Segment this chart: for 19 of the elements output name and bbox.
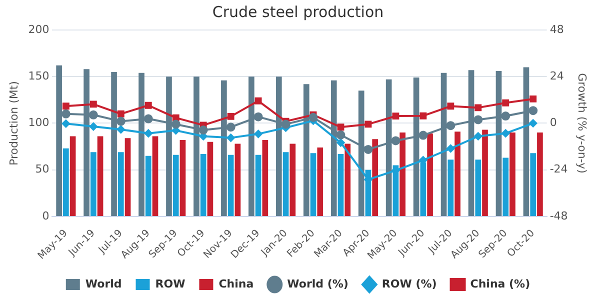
y2-tick-label: 24 bbox=[550, 69, 564, 82]
y2-axis-title: Growth (% y-on-y) bbox=[576, 73, 589, 174]
y2-tick-label: -48 bbox=[550, 209, 568, 222]
legend-label: ROW bbox=[155, 277, 186, 290]
y-tick-label: 50 bbox=[35, 162, 50, 176]
y-tick-label: 0 bbox=[42, 209, 50, 222]
legend-label: China bbox=[218, 277, 254, 290]
y2-tick-label: 0 bbox=[550, 116, 557, 130]
y2-tick-label: 48 bbox=[550, 22, 564, 36]
y2-tick-label: -24 bbox=[550, 162, 568, 176]
legend-label: ROW (%) bbox=[382, 277, 437, 290]
legend-label: China (%) bbox=[470, 277, 530, 290]
y-tick-label: 100 bbox=[28, 116, 50, 130]
y-tick-label: 200 bbox=[28, 22, 50, 36]
legend-label: World bbox=[85, 277, 122, 290]
chart-title: Crude steel production bbox=[212, 2, 384, 21]
y-axis-title: Production (Mt) bbox=[7, 81, 20, 166]
y-tick-label: 150 bbox=[28, 69, 50, 82]
legend-label: World (%) bbox=[287, 277, 348, 290]
